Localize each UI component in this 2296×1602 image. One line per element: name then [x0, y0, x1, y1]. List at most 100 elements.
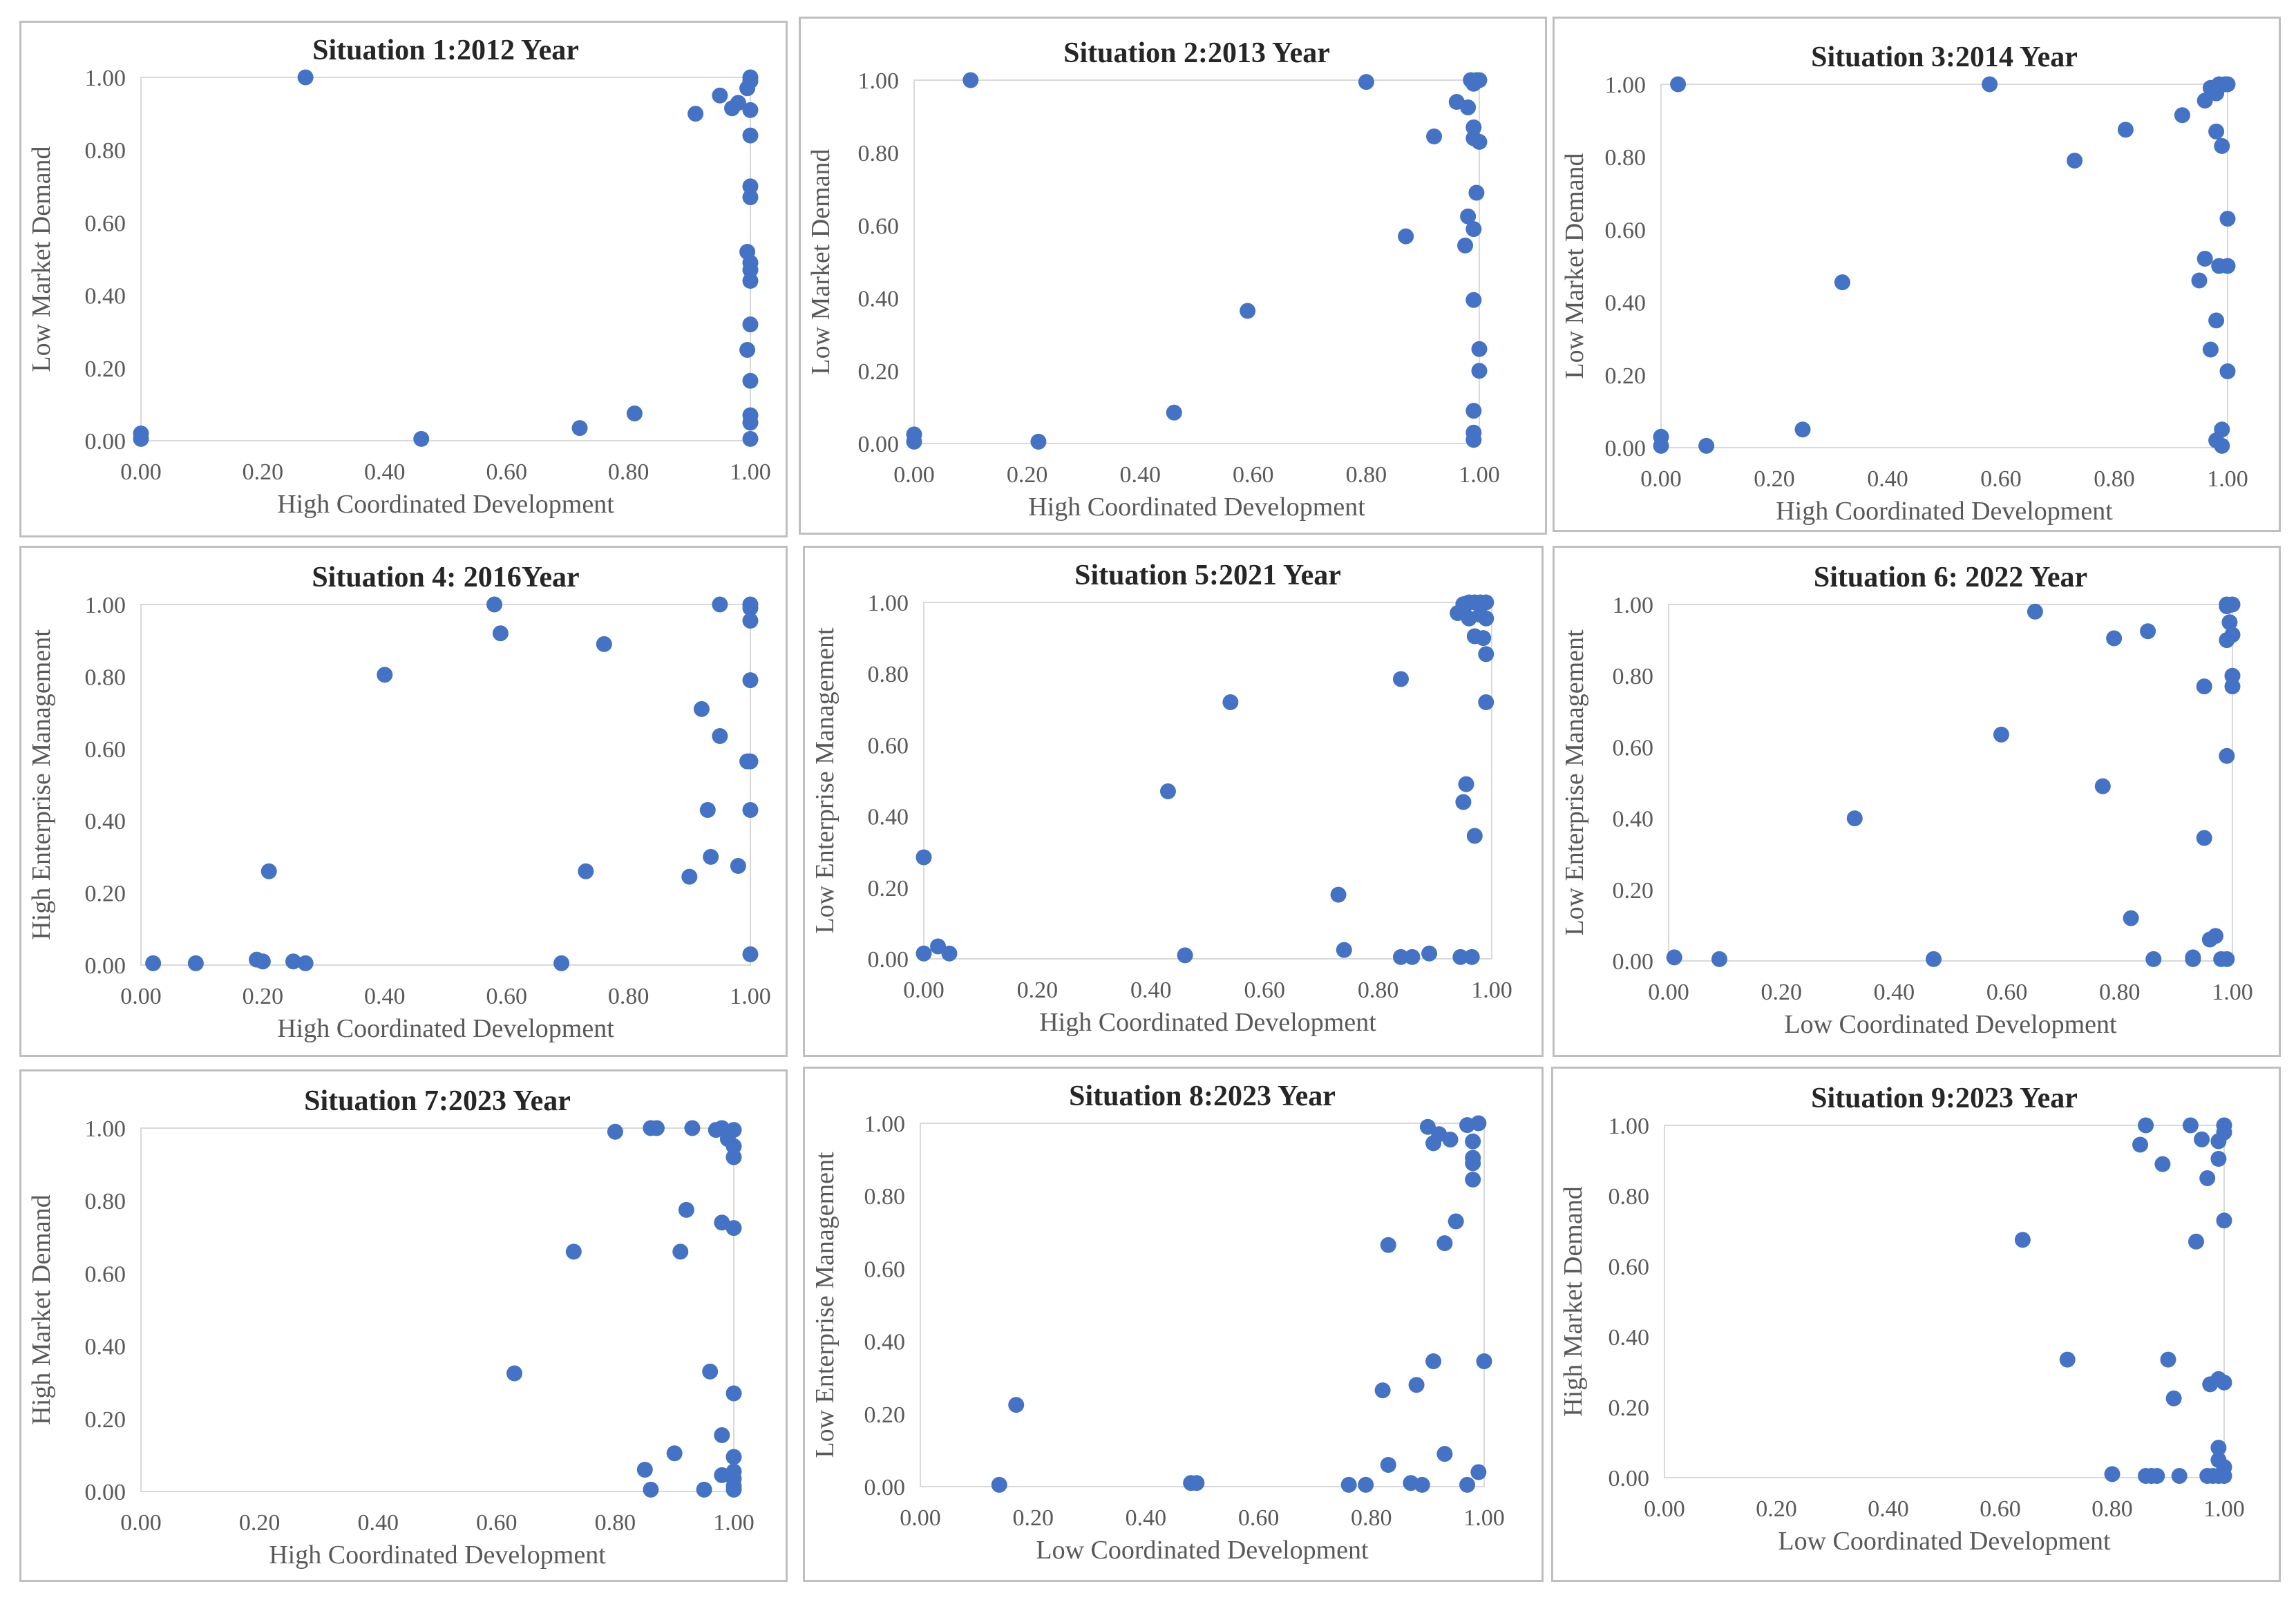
y-tick-label: 0.60 — [1613, 735, 1654, 761]
data-point — [1358, 1476, 1374, 1493]
y-tick-label: 0.40 — [858, 287, 900, 312]
data-point — [2219, 211, 2236, 227]
data-point — [1993, 726, 2009, 743]
x-tick-label: 1.00 — [2207, 466, 2248, 492]
data-point — [1240, 303, 1256, 319]
data-point — [1398, 228, 1414, 245]
data-point — [2197, 93, 2213, 109]
y-tick-label: 0.00 — [864, 1475, 906, 1500]
data-point — [626, 406, 643, 422]
data-point — [1463, 948, 1480, 965]
y-tick-label: 0.20 — [85, 881, 126, 907]
y-tick-label: 1.00 — [1609, 1114, 1650, 1139]
data-point — [1452, 948, 1469, 965]
data-point — [2145, 951, 2162, 967]
data-point — [1425, 1353, 1442, 1370]
data-point — [254, 953, 271, 970]
x-tick-label: 0.40 — [364, 459, 406, 485]
chart-frame — [803, 546, 1544, 1057]
data-point — [1475, 630, 1492, 647]
x-tick-label: 0.00 — [1648, 980, 1689, 1005]
data-point — [730, 95, 746, 111]
x-tick-label: 0.80 — [1351, 1505, 1392, 1531]
chart-panel-9: Situation 9:2023 Year 0.00 0.20 0.40 0.60 0.8… — [1551, 1067, 2281, 1582]
x-tick-label: 0.00 — [903, 978, 945, 1003]
data-point — [1414, 1476, 1430, 1493]
data-point — [285, 953, 301, 970]
data-point — [2210, 1440, 2227, 1456]
data-point — [643, 1481, 659, 1498]
x-tick-label: 0.80 — [2094, 466, 2135, 492]
y-tick-label: 0.80 — [85, 1189, 126, 1214]
data-point — [725, 1138, 742, 1154]
y-tick-label: 0.60 — [1605, 218, 1647, 243]
y-tick-label: 0.80 — [1605, 145, 1647, 171]
y-axis-label: Low Enterprise Management — [810, 1152, 839, 1458]
data-point — [1465, 432, 1482, 448]
chart-panel-1: Situation 1:2012 Year 0.00 0.20 0.40 0.60 0.8… — [19, 21, 788, 537]
data-point — [1008, 1397, 1025, 1413]
x-tick-label: 0.00 — [1644, 1496, 1685, 1522]
data-point — [2196, 830, 2212, 846]
y-tick-label: 0.80 — [85, 665, 126, 690]
x-tick-label: 0.00 — [893, 462, 935, 488]
x-tick-label: 0.40 — [1119, 462, 1161, 488]
y-tick-label: 0.20 — [864, 1402, 906, 1428]
data-point — [2216, 1124, 2232, 1141]
x-tick-label: 1.00 — [1471, 978, 1512, 1003]
data-point — [297, 69, 314, 86]
y-tick-label: 0.80 — [864, 1184, 906, 1210]
data-point — [2210, 1150, 2227, 1167]
data-point — [1834, 274, 1850, 291]
y-tick-label: 0.00 — [85, 1480, 126, 1505]
data-point — [742, 102, 759, 118]
data-point — [2224, 678, 2241, 695]
data-point — [2214, 437, 2230, 454]
data-point — [1222, 694, 1239, 710]
data-point — [2216, 1459, 2232, 1476]
data-point — [565, 1243, 582, 1260]
y-tick-label: 1.00 — [85, 66, 126, 91]
data-point — [1442, 1132, 1459, 1148]
data-point — [2196, 678, 2212, 695]
x-tick-label: 0.00 — [900, 1505, 941, 1531]
data-point — [571, 420, 588, 437]
x-tick-label: 0.20 — [1756, 1496, 1797, 1522]
data-point — [2140, 623, 2156, 640]
x-tick-label: 0.80 — [1346, 462, 1387, 488]
data-point — [1030, 433, 1047, 450]
data-point — [2219, 747, 2235, 764]
y-tick-label: 1.00 — [1613, 593, 1654, 618]
data-point — [1336, 942, 1352, 958]
chart-title: Situation 6: 2022 Year — [1814, 562, 2087, 593]
y-tick-label: 0.80 — [868, 662, 909, 687]
chart-frame — [19, 546, 788, 1057]
data-point — [1448, 1213, 1464, 1230]
data-point — [2154, 1156, 2171, 1172]
data-point — [672, 1243, 689, 1260]
data-point — [2174, 107, 2190, 124]
x-tick-label: 0.60 — [1244, 978, 1285, 1003]
x-axis-label: High Coordinated Development — [1028, 493, 1365, 522]
data-point — [1419, 1118, 1436, 1135]
data-point — [2216, 1212, 2232, 1229]
y-tick-label: 0.00 — [1613, 949, 1654, 975]
data-point — [714, 1214, 730, 1231]
data-point — [1465, 403, 1482, 419]
data-point — [2059, 1351, 2076, 1368]
data-point — [2182, 1117, 2199, 1134]
x-tick-label: 0.20 — [1007, 462, 1048, 488]
y-tick-label: 1.00 — [85, 1116, 126, 1142]
x-tick-label: 1.00 — [730, 984, 771, 1009]
data-point — [1478, 646, 1495, 662]
data-point — [742, 753, 759, 770]
data-point — [742, 600, 759, 616]
data-point — [742, 262, 759, 278]
data-point — [2219, 76, 2236, 93]
x-tick-label: 0.80 — [2099, 980, 2141, 1005]
x-axis-label: Low Coordinated Development — [1778, 1527, 2111, 1556]
x-tick-label: 1.00 — [2212, 980, 2253, 1005]
chart-title: Situation 3:2014 Year — [1811, 41, 2078, 73]
data-point — [1159, 783, 1176, 799]
data-point — [1670, 76, 1687, 93]
